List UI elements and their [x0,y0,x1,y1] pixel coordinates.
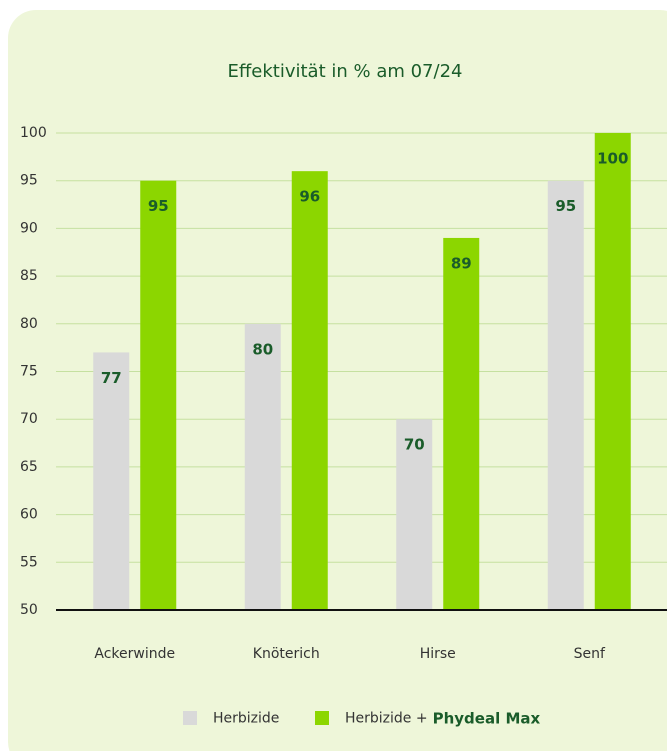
y-tick-label: 60 [20,507,38,523]
bar [140,180,177,610]
bar-value-label: 89 [451,254,472,272]
x-tick-label: Senf [574,646,606,662]
x-tick-label: Knöterich [253,646,320,662]
bar [244,323,281,610]
y-tick-label: 50 [20,602,38,618]
legend-name: Herbizide [213,711,279,727]
bar-value-label: 100 [597,150,628,168]
bar [443,237,480,610]
bar [594,133,631,610]
legend-label: Herbizide [213,711,279,727]
x-tick-label: Hirse [420,646,456,662]
bar-value-label: 80 [252,340,273,358]
bar [93,352,130,610]
chart-title: Effektivität in % am 07/24 [228,61,463,82]
y-tick-label: 75 [20,364,38,380]
bar [291,171,328,610]
legend-brand: Phydeal Max [433,709,541,727]
y-tick-label: 65 [20,459,38,475]
bar-value-label: 95 [555,197,576,215]
bar [547,180,584,610]
bar-value-label: 96 [299,188,320,206]
bar-value-label: 95 [148,197,169,215]
legend-label: Herbizide + Phydeal Max [345,709,540,727]
x-tick-label: Ackerwinde [94,646,175,662]
y-tick-label: 70 [20,411,38,427]
y-tick-label: 85 [20,268,38,284]
bar-value-label: 77 [101,369,122,387]
bar [396,419,433,610]
y-tick-label: 55 [20,554,38,570]
legend-name: Herbizide + [345,711,428,727]
bar-value-label: 70 [404,436,425,454]
y-tick-label: 90 [20,220,38,236]
legend-swatch [183,711,197,725]
y-tick-label: 80 [20,316,38,332]
y-tick-label: 100 [20,125,47,141]
legend-swatch [315,711,329,725]
y-tick-label: 95 [20,173,38,189]
